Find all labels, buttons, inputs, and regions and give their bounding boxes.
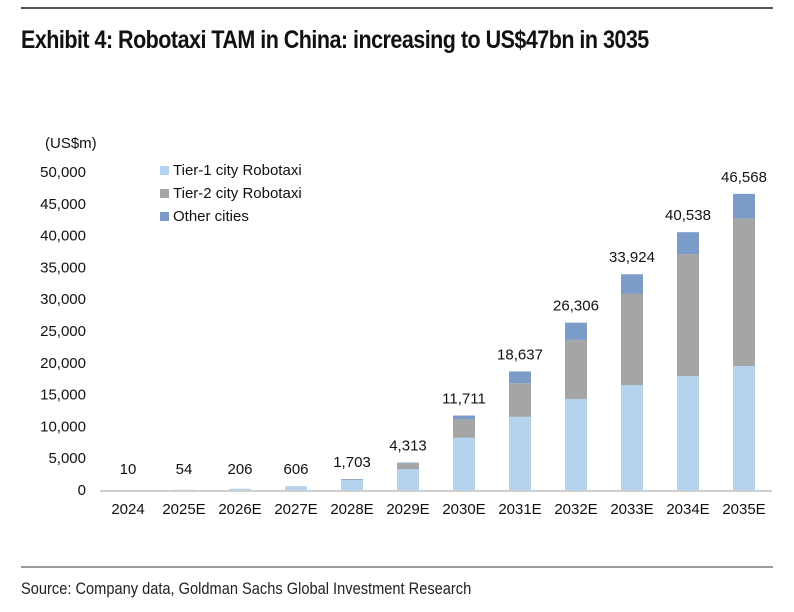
y-tick-label: 30,000 [40, 291, 86, 308]
x-tick-label: 2025E [162, 501, 205, 518]
total-data-label: 54 [176, 461, 193, 478]
bar-segment-other-cities [677, 232, 699, 255]
x-tick-label: 2032E [554, 501, 597, 518]
bar-segment-tier-1-city-robotaxi [733, 365, 755, 490]
legend-label: Other cities [173, 208, 249, 225]
bottom-rule [21, 566, 773, 568]
bar-segment-tier-1-city-robotaxi [453, 437, 475, 490]
bar-segment-tier-2-city-robotaxi [565, 339, 587, 400]
exhibit-title: Exhibit 4: Robotaxi TAM in China: increa… [21, 26, 649, 54]
x-tick-label: 2024 [111, 501, 144, 518]
total-data-label: 46,568 [721, 169, 767, 186]
x-tick-label: 2026E [218, 501, 261, 518]
x-tick-label: 2033E [610, 501, 653, 518]
y-tick-label: 5,000 [48, 450, 86, 467]
total-data-label: 33,924 [609, 249, 655, 266]
x-tick-label: 2030E [442, 501, 485, 518]
y-tick-label: 0 [78, 482, 86, 499]
bar-segment-tier-2-city-robotaxi [397, 463, 419, 470]
x-axis: 2024 2025E 2026E 2027E 2028E 2029E 2030E 2031E 2… [111, 501, 765, 518]
y-tick-label: 35,000 [40, 259, 86, 276]
y-tick-label: 50,000 [40, 164, 86, 181]
x-tick-label: 2031E [498, 501, 541, 518]
bar-segment-tier-1-city-robotaxi [173, 489, 195, 491]
total-labels: 10 54 206 606 1,703 4,313 11,711 18,637 26,306 33… [120, 169, 767, 478]
bar-segment-tier-1-city-robotaxi [397, 469, 419, 490]
legend: Tier-1 city Robotaxi Tier-2 city Robotaxi… [160, 162, 302, 225]
legend-swatch [160, 189, 169, 198]
bar-segment-tier-2-city-robotaxi [677, 254, 699, 377]
bar-segment-tier-2-city-robotaxi [621, 293, 643, 386]
legend-label: Tier-1 city Robotaxi [173, 162, 302, 179]
total-data-label: 11,711 [442, 391, 486, 408]
x-tick-label: 2027E [274, 501, 317, 518]
y-axis-unit-label: (US$m) [45, 135, 97, 152]
bar-segment-tier-1-city-robotaxi [509, 416, 531, 490]
bar-segment-other-cities [341, 479, 363, 480]
total-data-label: 1,703 [333, 454, 371, 471]
bar-segment-other-cities [733, 193, 755, 219]
bar-segment-other-cities [453, 415, 475, 420]
y-tick-label: 10,000 [40, 418, 86, 435]
total-data-label: 18,637 [497, 346, 543, 363]
bar-segment-other-cities [621, 274, 643, 294]
bars [117, 193, 755, 491]
bar-segment-tier-1-city-robotaxi [621, 385, 643, 490]
y-tick-label: 20,000 [40, 355, 86, 372]
bar-segment-tier-2-city-robotaxi [733, 218, 755, 366]
y-tick-label: 15,000 [40, 387, 86, 404]
bar-segment-other-cities [397, 462, 419, 464]
y-tick-label: 25,000 [40, 323, 86, 340]
bar-segment-other-cities [565, 322, 587, 340]
x-tick-label: 2035E [722, 501, 765, 518]
legend-swatch [160, 166, 169, 175]
total-data-label: 10 [120, 461, 137, 478]
x-tick-label: 2029E [386, 501, 429, 518]
bar-segment-tier-1-city-robotaxi [285, 486, 307, 490]
y-tick-label: 45,000 [40, 196, 86, 213]
total-data-label: 40,538 [665, 207, 711, 224]
bar-segment-tier-2-city-robotaxi [453, 419, 475, 438]
source-note: Source: Company data, Goldman Sachs Glob… [21, 579, 472, 598]
bar-segment-tier-1-city-robotaxi [341, 479, 363, 490]
total-data-label: 26,306 [553, 298, 599, 315]
x-tick-label: 2028E [330, 501, 373, 518]
legend-swatch [160, 212, 169, 221]
top-rule [21, 7, 773, 9]
bar-segment-tier-1-city-robotaxi [229, 488, 251, 490]
total-data-label: 4,313 [389, 438, 427, 455]
total-data-label: 606 [283, 461, 308, 478]
x-tick-label: 2034E [666, 501, 709, 518]
y-tick-label: 40,000 [40, 228, 86, 245]
bar-segment-tier-1-city-robotaxi [565, 399, 587, 490]
bar-segment-tier-1-city-robotaxi [677, 376, 699, 490]
total-data-label: 206 [227, 461, 252, 478]
y-axis: 0 5,000 10,000 15,000 20,000 25,000 30,000 35,0… [40, 164, 86, 499]
bar-segment-tier-2-city-robotaxi [509, 383, 531, 417]
legend-label: Tier-2 city Robotaxi [173, 185, 302, 202]
bar-segment-other-cities [509, 371, 531, 384]
